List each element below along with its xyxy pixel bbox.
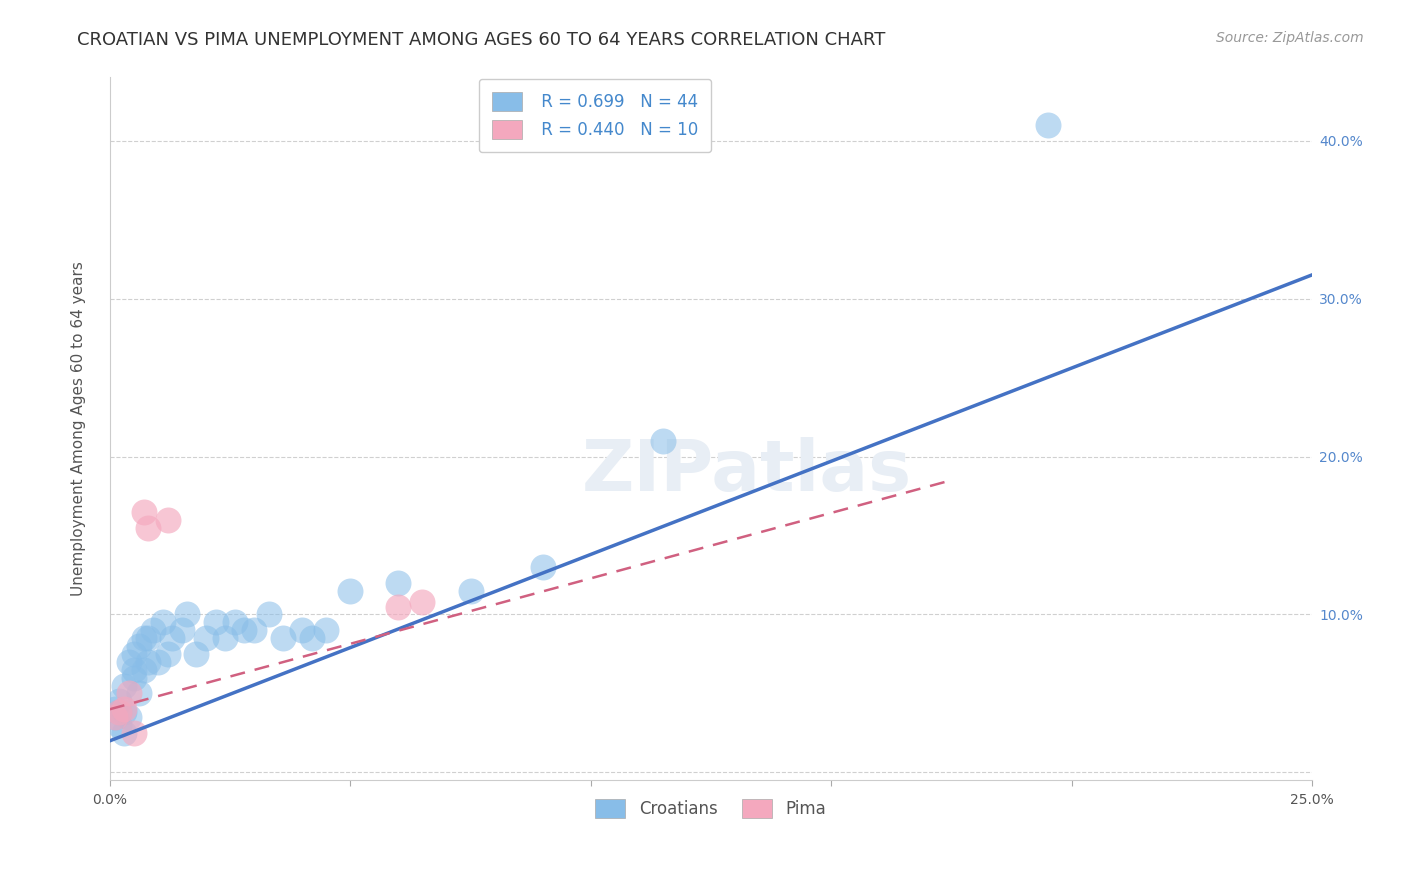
Point: [128, 639, 150, 653]
Point: [214, 631, 236, 645]
Point: [257, 607, 280, 622]
Point: [291, 624, 314, 638]
Point: [118, 710, 141, 724]
Point: [271, 631, 294, 645]
Point: [301, 631, 323, 645]
Legend: Croatians, Pima: Croatians, Pima: [589, 792, 834, 825]
Point: [112, 726, 135, 740]
Point: [112, 706, 135, 720]
Point: [1036, 118, 1059, 132]
Text: CROATIAN VS PIMA UNEMPLOYMENT AMONG AGES 60 TO 64 YEARS CORRELATION CHART: CROATIAN VS PIMA UNEMPLOYMENT AMONG AGES…: [77, 31, 886, 49]
Point: [136, 631, 159, 645]
Text: ZIPatlas: ZIPatlas: [582, 436, 912, 506]
Point: [156, 647, 179, 661]
Point: [339, 583, 361, 598]
Point: [411, 595, 433, 609]
Point: [136, 655, 159, 669]
Point: [152, 615, 174, 630]
Point: [118, 686, 141, 700]
Point: [108, 718, 131, 732]
Point: [112, 679, 135, 693]
Point: [195, 631, 218, 645]
Point: [108, 694, 131, 708]
Point: [132, 631, 155, 645]
Point: [122, 663, 145, 677]
Point: [186, 647, 208, 661]
Point: [104, 710, 127, 724]
Point: [104, 710, 127, 724]
Point: [122, 726, 145, 740]
Point: [204, 615, 226, 630]
Point: [651, 434, 673, 448]
Point: [142, 624, 165, 638]
Y-axis label: Unemployment Among Ages 60 to 64 years: Unemployment Among Ages 60 to 64 years: [72, 261, 86, 597]
Point: [132, 505, 155, 519]
Point: [243, 624, 266, 638]
Point: [128, 686, 150, 700]
Point: [162, 631, 184, 645]
Point: [118, 655, 141, 669]
Point: [132, 663, 155, 677]
Point: [387, 599, 409, 614]
Text: Source: ZipAtlas.com: Source: ZipAtlas.com: [1216, 31, 1364, 45]
Point: [122, 647, 145, 661]
Point: [112, 702, 135, 716]
Point: [233, 624, 256, 638]
Point: [170, 624, 193, 638]
Point: [108, 706, 131, 720]
Point: [104, 702, 127, 716]
Point: [387, 575, 409, 590]
Point: [146, 655, 169, 669]
Point: [136, 520, 159, 534]
Point: [108, 706, 131, 720]
Point: [315, 624, 337, 638]
Point: [460, 583, 482, 598]
Point: [156, 513, 179, 527]
Point: [224, 615, 246, 630]
Point: [176, 607, 198, 622]
Point: [531, 560, 554, 574]
Point: [122, 671, 145, 685]
